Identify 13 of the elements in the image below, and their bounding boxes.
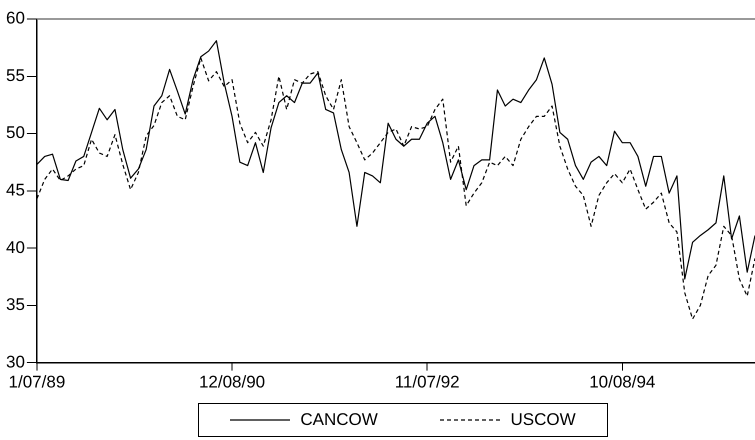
- y-tick-label: 35: [6, 295, 25, 314]
- y-tick-label: 30: [6, 352, 25, 372]
- y-tick-label: 55: [6, 66, 25, 85]
- legend-label: USCOW: [510, 410, 576, 430]
- x-tick-label: 10/08/94: [589, 372, 656, 392]
- y-tick-label: 45: [6, 180, 25, 200]
- x-tick-label: 1/07/89: [8, 372, 66, 392]
- y-tick-label: 60: [6, 8, 25, 28]
- legend-label: CANCOW: [300, 410, 378, 430]
- x-tick-label: 11/07/92: [394, 372, 460, 392]
- y-tick-label: 40: [6, 238, 25, 257]
- y-tick-label: 50: [6, 123, 25, 142]
- x-tick-label: 12/08/90: [198, 372, 266, 392]
